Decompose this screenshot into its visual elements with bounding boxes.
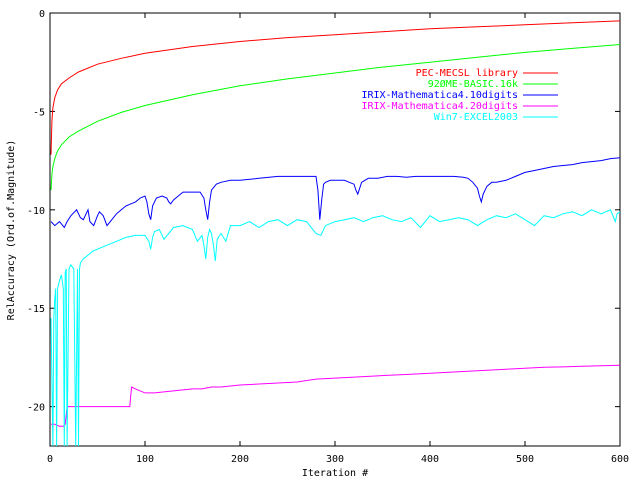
x-tick-label: 300 bbox=[326, 454, 344, 465]
x-tick-label: 400 bbox=[421, 454, 439, 465]
y-tick-label: -10 bbox=[27, 206, 45, 217]
x-tick-label: 100 bbox=[136, 454, 154, 465]
x-tick-label: 600 bbox=[611, 454, 629, 465]
y-tick-label: -20 bbox=[27, 403, 45, 414]
series-line-2 bbox=[50, 44, 621, 191]
axis-ticks: 0 100 200 300 400 500 600 0 -5 -10 -15 -20 bbox=[27, 9, 629, 465]
y-tick-label: 0 bbox=[39, 9, 45, 20]
x-tick-label: 500 bbox=[516, 454, 534, 465]
x-axis-label: Iteration # bbox=[302, 468, 368, 479]
legend-label-4: IRIX-Mathematica4.20digits bbox=[361, 101, 518, 112]
legend-label-3: IRIX-Mathematica4.10digits bbox=[361, 90, 518, 101]
series-line-1 bbox=[50, 20, 621, 155]
series-line-4 bbox=[51, 364, 621, 427]
legend-label-5: Win7-EXCEL2003 bbox=[434, 112, 518, 123]
legend: PEC-MECSL library92ØME-BASIC.16kIRIX-Mat… bbox=[361, 68, 558, 123]
y-axis-label: RelAccuracy (Ord.of.Magnitude) bbox=[6, 140, 17, 321]
series-line-3 bbox=[50, 157, 621, 229]
x-tick-label: 0 bbox=[47, 454, 53, 465]
plot-frame bbox=[49, 12, 621, 447]
series-line-5 bbox=[50, 209, 621, 447]
y-tick-label: -5 bbox=[33, 107, 45, 118]
x-tick-label: 200 bbox=[231, 454, 249, 465]
y-tick-label: -15 bbox=[27, 304, 45, 315]
series-layer bbox=[50, 20, 621, 447]
legend-label-2: 92ØME-BASIC.16k bbox=[428, 78, 518, 90]
legend-label-1: PEC-MECSL library bbox=[416, 68, 518, 79]
